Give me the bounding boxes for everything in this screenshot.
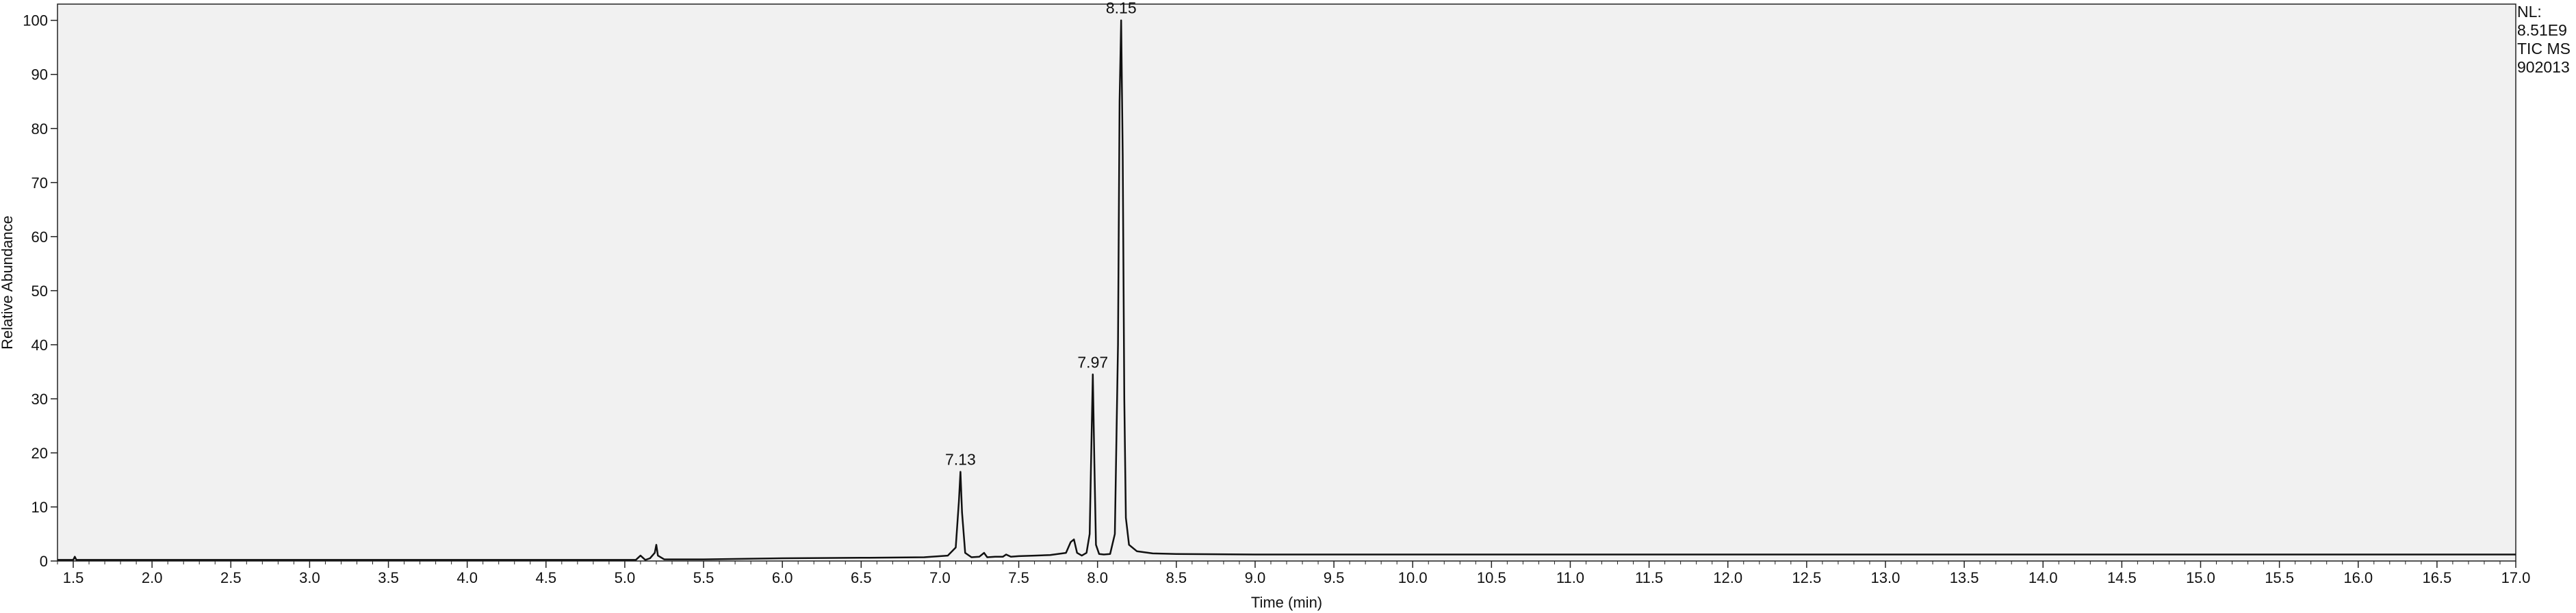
x-tick-label-14: 8.5	[1166, 569, 1187, 586]
x-tick-label-5: 4.0	[456, 569, 478, 586]
nl-value: 8.51E9	[2517, 21, 2567, 39]
peak-labels: 7.13 7.97 8.15	[945, 0, 1137, 469]
x-tick-label-17: 10.0	[1398, 569, 1428, 586]
y-axis: 0 10 20 30 40 50 60 70 80 90 100	[23, 12, 57, 570]
plot-area	[57, 3, 2516, 562]
x-tick-label-22: 12.5	[1792, 569, 1821, 586]
x-tick-label-24: 13.5	[1950, 569, 1979, 586]
x-tick-label-25: 14.0	[2028, 569, 2058, 586]
x-tick-label-21: 12.0	[1713, 569, 1742, 586]
x-tick-label-26: 14.5	[2107, 569, 2137, 586]
tic-trace-line	[57, 19, 2516, 561]
x-tick-label-16: 9.5	[1324, 569, 1345, 586]
x-tick-label-18: 10.5	[1477, 569, 1506, 586]
x-tick-label-3: 3.0	[299, 569, 320, 586]
x-tick-label-12: 7.5	[1008, 569, 1029, 586]
peak-label-0: 7.13	[945, 451, 976, 469]
x-tick-label-27: 15.0	[2186, 569, 2215, 586]
x-tick-label-1: 2.0	[142, 569, 163, 586]
x-tick-label-8: 5.5	[693, 569, 714, 586]
y-tick-label-10: 100	[23, 12, 48, 29]
x-tick-label-13: 8.0	[1087, 569, 1108, 586]
y-tick-label-3: 30	[31, 391, 48, 408]
x-axis-title: Time (min)	[1251, 594, 1322, 611]
x-tick-label-10: 6.5	[851, 569, 872, 586]
x-tick-label-11: 7.0	[929, 569, 951, 586]
y-tick-label-6: 60	[31, 229, 48, 246]
x-tick-label-7: 5.0	[615, 569, 636, 586]
y-tick-label-9: 90	[31, 66, 48, 83]
x-tick-label-2: 2.5	[220, 569, 242, 586]
x-axis: 1.5 2.0 2.5 3.0 3.5 4.0 4.5 5.0 5.5 6.0 6.5 7.0 7.5 8…	[57, 561, 2530, 586]
x-tick-label-15: 9.0	[1245, 569, 1266, 586]
trace-type: TIC MS	[2517, 40, 2571, 57]
file-name: 902013	[2517, 58, 2570, 76]
x-tick-label-4: 3.5	[378, 569, 399, 586]
x-tick-label-0: 1.5	[63, 569, 84, 586]
x-tick-label-31: 17.0	[2501, 569, 2531, 586]
y-axis-title: Relative Abundance	[0, 216, 16, 350]
y-tick-label-4: 40	[31, 337, 48, 354]
y-tick-label-1: 10	[31, 499, 48, 516]
x-tick-label-23: 13.0	[1871, 569, 1901, 586]
nl-label: NL:	[2517, 3, 2542, 21]
y-tick-label-8: 80	[31, 120, 48, 138]
y-tick-label-2: 20	[31, 445, 48, 462]
x-tick-label-6: 4.5	[535, 569, 556, 586]
x-tick-label-9: 6.0	[772, 569, 793, 586]
x-tick-label-19: 11.0	[1556, 569, 1584, 586]
x-tick-label-29: 16.0	[2343, 569, 2373, 586]
y-tick-label-0: 0	[40, 553, 48, 570]
peak-label-1: 7.97	[1077, 353, 1108, 371]
x-tick-label-20: 11.5	[1635, 569, 1663, 586]
y-tick-label-5: 50	[31, 283, 48, 300]
y-tick-label-7: 70	[31, 174, 48, 192]
peak-label-2: 8.15	[1106, 0, 1137, 17]
x-tick-label-28: 15.5	[2265, 569, 2294, 586]
x-tick-label-30: 16.5	[2422, 569, 2451, 586]
